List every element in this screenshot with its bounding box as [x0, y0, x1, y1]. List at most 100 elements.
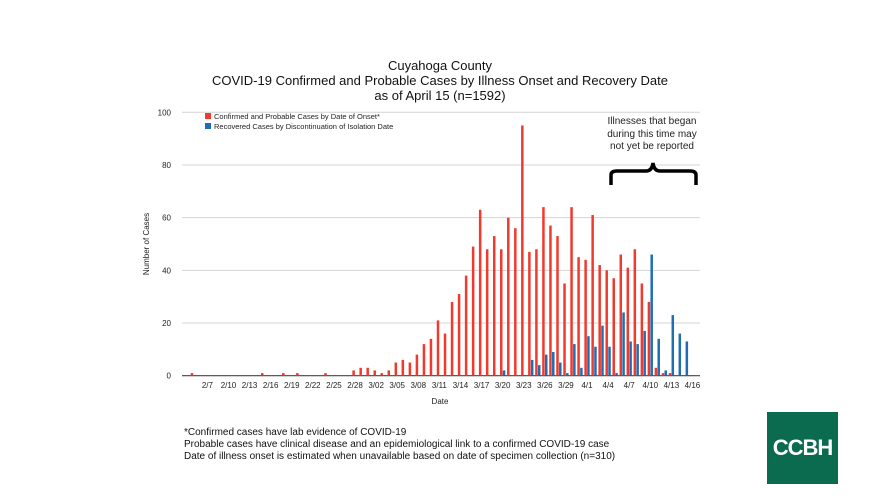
recovered-bar	[643, 330, 646, 376]
x-tick-label: 3/14	[453, 381, 469, 390]
confirmed-bar	[633, 249, 637, 376]
confirmed-bar	[457, 294, 461, 376]
confirmed-bar	[415, 354, 419, 376]
x-tick-label: 4/7	[624, 381, 636, 390]
x-tick-label: 3/17	[474, 381, 490, 390]
x-tick-label: 2/25	[326, 381, 342, 390]
x-tick-label: 4/4	[603, 381, 615, 390]
confirmed-bar	[478, 209, 482, 376]
logo-text: CCBH	[772, 435, 834, 460]
confirmed-bar	[528, 251, 531, 376]
recovered-bar	[580, 367, 583, 376]
confirmed-bar	[563, 283, 566, 376]
recovered-bar	[566, 373, 569, 376]
y-tick-label: 60	[162, 214, 171, 223]
recovered-bar	[664, 370, 667, 376]
confirmed-bar	[359, 367, 362, 376]
confirmed-bar	[514, 228, 517, 376]
confirmed-bar	[542, 207, 545, 376]
x-tick-label: 3/11	[432, 381, 448, 390]
confirmed-bar	[668, 373, 672, 376]
chart-title-line-1: Cuyahoga County	[387, 58, 493, 73]
x-tick-label: 2/16	[263, 381, 279, 390]
confirmed-bar	[443, 333, 447, 376]
confirmed-bar	[549, 225, 552, 376]
recovered-bar	[671, 315, 675, 376]
y-axis-label: Number of Cases	[142, 213, 151, 275]
confirmed-bar	[450, 301, 454, 376]
x-tick-label: 3/20	[495, 381, 511, 390]
legend-swatch	[205, 123, 211, 129]
recovered-bar	[537, 365, 541, 376]
y-tick-label: 20	[162, 319, 171, 328]
x-tick-label: 2/22	[305, 381, 321, 390]
confirmed-bar	[591, 215, 594, 376]
curly-brace	[609, 162, 698, 185]
footnote-1: *Confirmed cases have lab evidence of CO…	[184, 427, 407, 438]
confirmed-bar	[640, 283, 644, 376]
confirmed-bar	[366, 367, 369, 376]
confirmed-bar	[570, 207, 573, 376]
chart-title-line-3: as of April 15 (n=1592)	[374, 88, 506, 103]
x-tick-label: 2/10	[221, 381, 237, 390]
recovered-bar	[622, 312, 625, 376]
confirmed-bar	[521, 125, 524, 376]
y-tick-label: 0	[167, 372, 172, 381]
confirmed-bar	[485, 249, 489, 376]
recovered-bar	[530, 359, 534, 376]
footnote-2: Probable cases have clinical disease and…	[184, 439, 610, 450]
confirmed-bar	[605, 270, 608, 376]
confirmed-bar	[556, 236, 559, 376]
confirmed-bar	[577, 257, 580, 376]
confirmed-bar	[535, 249, 538, 376]
confirmed-bar	[422, 344, 426, 376]
confirmed-bar	[352, 370, 355, 376]
confirmed-bar	[492, 236, 496, 376]
x-tick-label: 3/26	[537, 381, 553, 390]
confirmed-bar	[647, 301, 651, 376]
y-tick-label: 40	[162, 266, 171, 275]
recovered-bar	[636, 344, 639, 376]
confirmed-bar	[401, 359, 405, 376]
confirmed-bar	[661, 373, 665, 376]
confirmed-bar	[500, 249, 503, 376]
x-tick-label: 2/28	[347, 381, 363, 390]
y-tick-label: 80	[162, 161, 171, 170]
recovered-bar	[594, 346, 597, 376]
recovered-bar	[608, 346, 611, 376]
confirmed-bar	[387, 370, 391, 376]
legend-label: Confirmed and Probable Cases by Date of …	[214, 112, 380, 121]
confirmed-bar	[584, 259, 587, 376]
confirmed-bar	[471, 246, 475, 376]
recovered-bar	[544, 354, 548, 376]
confirmed-bar	[626, 267, 630, 376]
x-tick-label: 3/05	[389, 381, 405, 390]
confirmed-bar	[598, 265, 601, 376]
x-tick-label: 3/02	[368, 381, 384, 390]
x-tick-label: 3/08	[411, 381, 427, 390]
recovered-bar	[650, 254, 653, 376]
confirmed-bar	[619, 254, 623, 376]
recovered-bar	[685, 341, 689, 376]
chart-title-line-2: COVID-19 Confirmed and Probable Cases by…	[212, 73, 668, 88]
recovered-bar	[587, 336, 590, 376]
x-tick-label: 4/13	[664, 381, 680, 390]
confirmed-bar	[296, 373, 299, 376]
confirmed-bar	[380, 373, 383, 376]
confirmed-bar	[654, 367, 658, 376]
recovered-bar	[552, 351, 555, 376]
recovered-bar	[678, 333, 682, 376]
recovered-bar	[657, 338, 660, 376]
confirmed-bar	[436, 320, 440, 376]
footnote-3: Date of illness onset is estimated when …	[184, 451, 616, 462]
confirmed-bar	[408, 362, 412, 376]
x-tick-label: 3/23	[516, 381, 532, 390]
x-tick-label: 4/10	[643, 381, 659, 390]
confirmed-bar	[429, 338, 433, 376]
recovered-bar	[502, 370, 506, 376]
legend-swatch	[205, 113, 211, 119]
x-tick-label: 2/7	[202, 381, 214, 390]
y-tick-label: 100	[158, 108, 172, 117]
confirmed-bar	[260, 373, 264, 376]
